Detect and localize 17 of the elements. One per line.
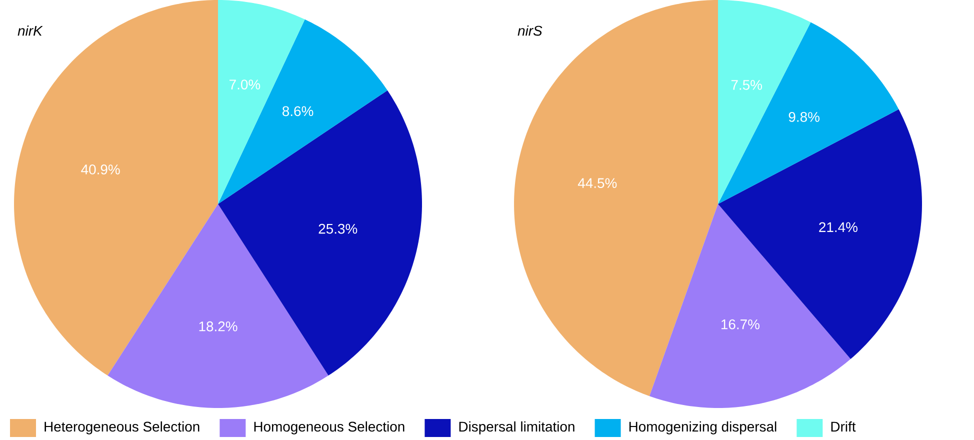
data-label: 44.5%: [578, 178, 617, 188]
legend-label: Heterogeneous Selection: [44, 421, 200, 434]
data-label: 40.9%: [81, 164, 120, 174]
data-label: 21.4%: [819, 222, 858, 232]
data-label: 7.0%: [230, 80, 260, 90]
data-label: 18.2%: [199, 321, 238, 332]
legend-label: Drift: [831, 421, 856, 432]
data-label: 7.5%: [731, 80, 762, 90]
text: nirS: [518, 25, 542, 36]
data-label: 9.8%: [788, 112, 820, 122]
data-label: 25.3%: [318, 224, 358, 234]
legend-label: Homogeneous Selection: [254, 421, 404, 434]
data-label: 16.7%: [722, 319, 760, 330]
legend-label: Homogenizing dispersal: [629, 421, 776, 434]
data-label: 8.6%: [282, 106, 314, 116]
text: nirK: [18, 26, 43, 36]
legend-label: Dispersal limitation: [459, 421, 574, 434]
